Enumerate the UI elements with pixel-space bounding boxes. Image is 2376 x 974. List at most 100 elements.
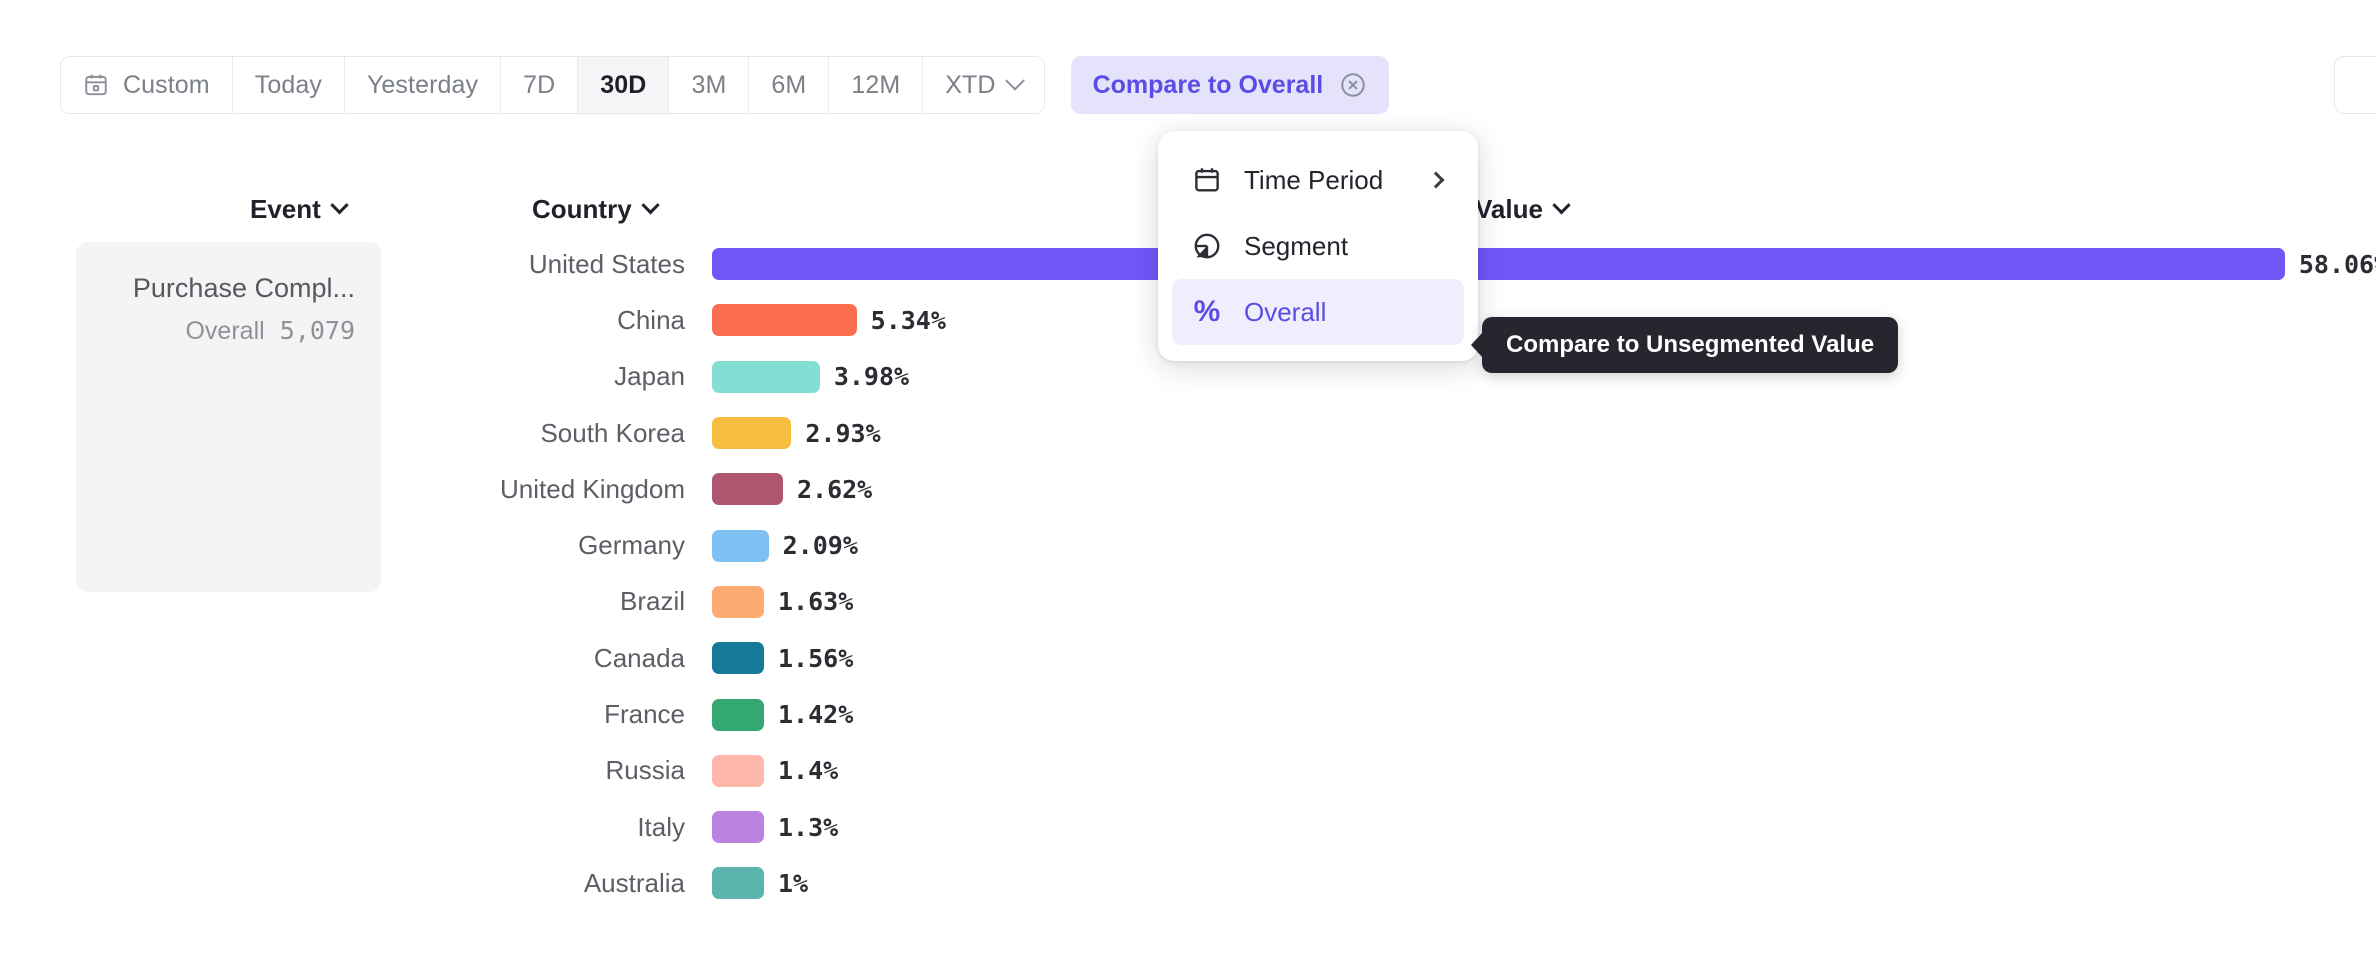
chevron-down-icon [1552,196,1571,215]
chart-row-category-label: United Kingdom [500,473,685,504]
chart-bar-value-label: 3.98% [833,362,910,392]
chart-bar[interactable] [712,811,764,844]
range-button-today[interactable]: Today [232,57,345,113]
chart-row[interactable]: Brazil 1.63% [0,574,2376,630]
chart-row[interactable]: China 5.34% [0,292,2376,348]
column-header-event-label: Event [250,194,321,224]
chart-row[interactable]: Italy 1.3% [0,799,2376,855]
chart-bar-value-label: 1.63% [778,587,854,617]
menu-item-overall[interactable]: % Overall [1172,279,1464,345]
compare-to-overall-label: Compare to Overall [1092,70,1324,99]
column-header-country[interactable]: Country [532,194,660,225]
chart-row[interactable]: Russia 1.4% [0,743,2376,799]
toolbar-right-partial-control[interactable] [2334,56,2376,114]
chart-row[interactable]: France 1.42% [0,686,2376,742]
chart-bar-value-label: 58.06% [2298,249,2376,279]
chart-bar-value-label: 1.3% [778,812,839,842]
chart-bar-value-label: 2.93% [805,418,881,448]
chart-bar[interactable] [712,642,764,675]
chevron-right-icon [1427,171,1445,189]
date-range-toolbar: Custom Today Yesterday 7D 30D 3M 6M 12M [60,56,1390,114]
range-button-xtd-label: XTD [945,70,996,99]
range-button-xtd[interactable]: XTD [923,57,1044,113]
range-button-6m-label: 6M [771,70,807,99]
event-card-overall: Overall 5,079 [102,316,355,346]
chart-bar[interactable] [712,360,820,393]
menu-item-segment-label: Segment [1244,230,1349,261]
chart-bar-value-label: 1.42% [778,700,854,730]
range-button-3m-label: 3M [691,70,727,99]
chevron-down-icon [1004,70,1025,91]
range-button-30d-label: 30D [600,70,647,99]
range-button-6m[interactable]: 6M [749,57,830,113]
chart-bar[interactable] [712,698,764,731]
date-range-button-group: Custom Today Yesterday 7D 30D 3M 6M 12M [60,56,1045,114]
menu-item-time-period-label: Time Period [1244,164,1384,195]
compare-dropdown-menu: Time Period Segment % Overall [1158,131,1478,361]
event-card-title: Purchase Compl... [132,273,355,303]
chart-row-category-label: Australia [583,867,685,898]
tooltip-compare-unsegmented: Compare to Unsegmented Value [1482,317,1899,373]
menu-item-time-period[interactable]: Time Period [1172,147,1464,213]
country-bar-chart: United States 58.06% China 5.34% Japan 3.98% S… [0,236,2376,912]
chart-bar[interactable] [712,529,769,562]
calendar-icon [83,72,109,98]
circle-x-icon[interactable] [1339,71,1367,99]
range-button-7d[interactable]: 7D [501,57,579,113]
chart-bar[interactable] [712,754,764,787]
chart-bar-value-label: 2.62% [796,474,873,504]
chart-row-category-label: Canada [593,642,685,673]
event-card[interactable]: Purchase Compl... Overall 5,079 [76,242,381,592]
chart-row-category-label: Russia [605,755,685,786]
chart-row-category-label: China [617,304,685,335]
compare-to-overall-pill[interactable]: Compare to Overall [1070,56,1390,114]
column-header-value-label: Value [1475,194,1543,224]
chart-bar-value-label: 2.09% [782,531,858,561]
chart-bar[interactable] [712,417,792,450]
chart-row-category-label: Japan [614,361,685,392]
menu-item-overall-label: Overall [1244,296,1327,327]
range-button-7d-label: 7D [523,70,556,99]
column-header-value[interactable]: Value [1475,194,1571,225]
menu-item-segment[interactable]: Segment [1172,213,1464,279]
chart-row-category-label: Italy [637,811,685,842]
chart-row[interactable]: Australia 1% [0,855,2376,911]
chevron-down-icon [640,196,660,215]
chart-row[interactable]: Germany 2.09% [0,517,2376,573]
chart-bar-value-label: 1.4% [778,756,839,786]
chart-row[interactable]: Canada 1.56% [0,630,2376,686]
pie-chart-icon [1190,229,1224,263]
chart-row[interactable]: South Korea 2.93% [0,405,2376,461]
tooltip-text: Compare to Unsegmented Value [1506,331,1875,358]
chart-bar[interactable] [712,867,764,900]
calendar-icon [1190,163,1224,197]
event-card-overall-value: 5,079 [279,316,355,346]
range-button-custom-label: Custom [123,70,210,99]
range-button-3m[interactable]: 3M [669,57,750,113]
chart-row-category-label: Germany [578,530,685,561]
chevron-down-icon [330,196,349,215]
range-button-12m-label: 12M [851,70,901,99]
range-button-today-label: Today [254,70,322,99]
chart-row-category-label: United States [528,248,685,279]
column-header-event[interactable]: Event [250,194,349,225]
chart-row[interactable]: United Kingdom 2.62% [0,461,2376,517]
chart-bar-value-label: 1% [778,868,809,898]
chart-row[interactable]: Japan 3.98% [0,349,2376,405]
chart-bar-value-label: 1.56% [778,643,854,673]
column-header-country-label: Country [532,194,632,224]
chart-bar[interactable] [712,585,764,618]
chart-bar[interactable] [712,248,2285,281]
range-button-yesterday[interactable]: Yesterday [344,57,502,113]
chart-bar[interactable] [712,304,857,337]
event-card-overall-label: Overall [185,317,265,346]
range-button-12m[interactable]: 12M [829,57,924,113]
chart-row-category-label: South Korea [540,417,685,448]
range-button-30d[interactable]: 30D [578,57,670,113]
range-button-yesterday-label: Yesterday [366,70,479,99]
chart-bar-value-label: 5.34% [870,305,946,335]
chart-bar[interactable] [712,473,783,506]
chart-row[interactable]: United States 58.06% [0,236,2376,292]
range-button-custom[interactable]: Custom [61,57,233,113]
